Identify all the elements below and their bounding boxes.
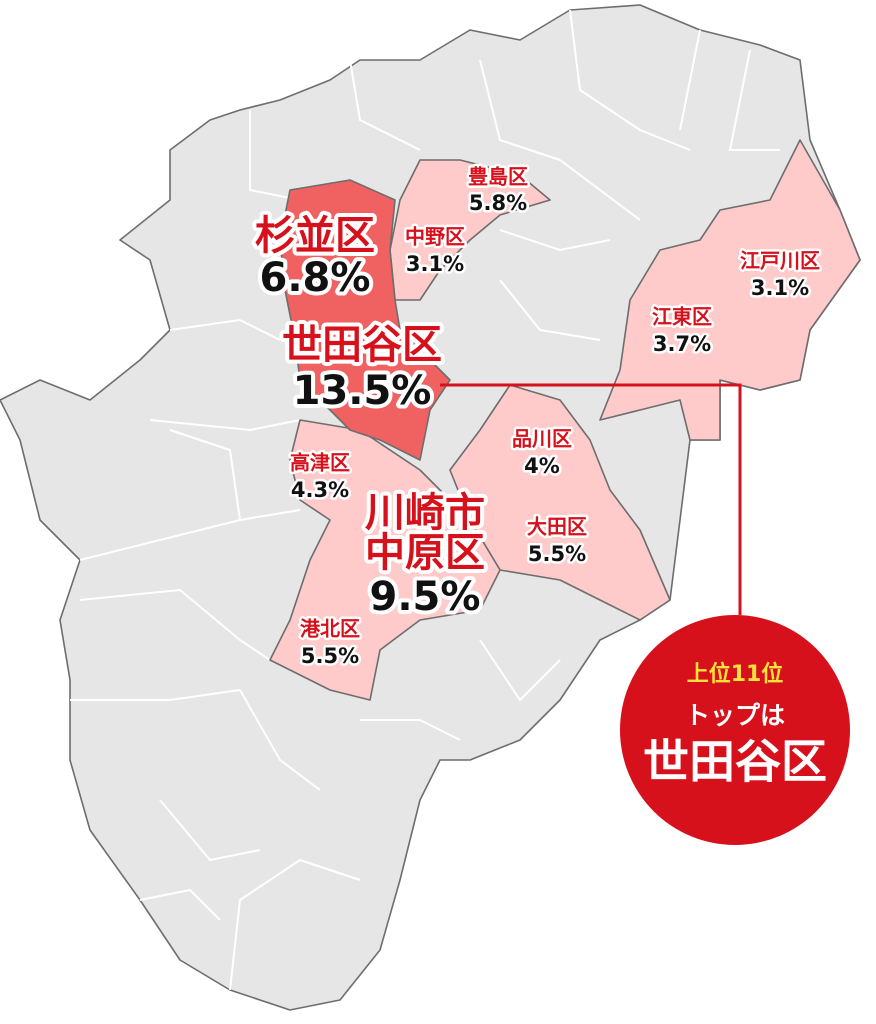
region-share: 3.1% — [406, 252, 464, 276]
callout-top: 世田谷区 — [643, 735, 827, 789]
callout-rank: 上位11位 — [687, 661, 784, 687]
region-name: 江東区 — [652, 305, 712, 329]
region-share: 5.8% — [469, 191, 527, 215]
shinagawa-ota-area — [449, 384, 671, 621]
region-share: 6.8% — [260, 255, 371, 301]
callout-circle — [620, 615, 850, 845]
region-share: 4.3% — [291, 478, 349, 502]
region-name: 豊島区 — [468, 165, 528, 189]
koto-edogawa-area — [599, 139, 861, 441]
region-name: 品川区 — [512, 427, 572, 451]
callout-lead: トップは — [685, 701, 785, 730]
region-name: 港北区 — [300, 617, 360, 641]
kohoku-takatsu-area — [269, 419, 501, 701]
setagaya-suginami-area — [279, 179, 451, 461]
region-share: 5.5% — [528, 542, 586, 566]
callout-line — [440, 383, 742, 615]
region-name: 高津区 — [290, 451, 350, 475]
region-share: 13.5% — [293, 368, 432, 414]
region-share: 5.5% — [301, 644, 359, 668]
region-share: 9.5% — [370, 574, 481, 620]
region-name: 中野区 — [405, 225, 465, 249]
toshima-nakano-area — [389, 159, 551, 301]
region-share: 3.1% — [751, 276, 809, 300]
region-name: 杉並区 — [255, 213, 375, 259]
region-share: 4% — [524, 454, 560, 478]
region-name: 江戸川区 — [740, 249, 820, 273]
highlight-areas — [269, 139, 861, 701]
region-name: 大田区 — [527, 515, 587, 539]
region-name: 世田谷区 — [282, 322, 442, 368]
region-share: 3.7% — [653, 332, 711, 356]
region-name: 中原区 — [365, 530, 485, 576]
region-name: 川崎市 — [365, 490, 485, 536]
